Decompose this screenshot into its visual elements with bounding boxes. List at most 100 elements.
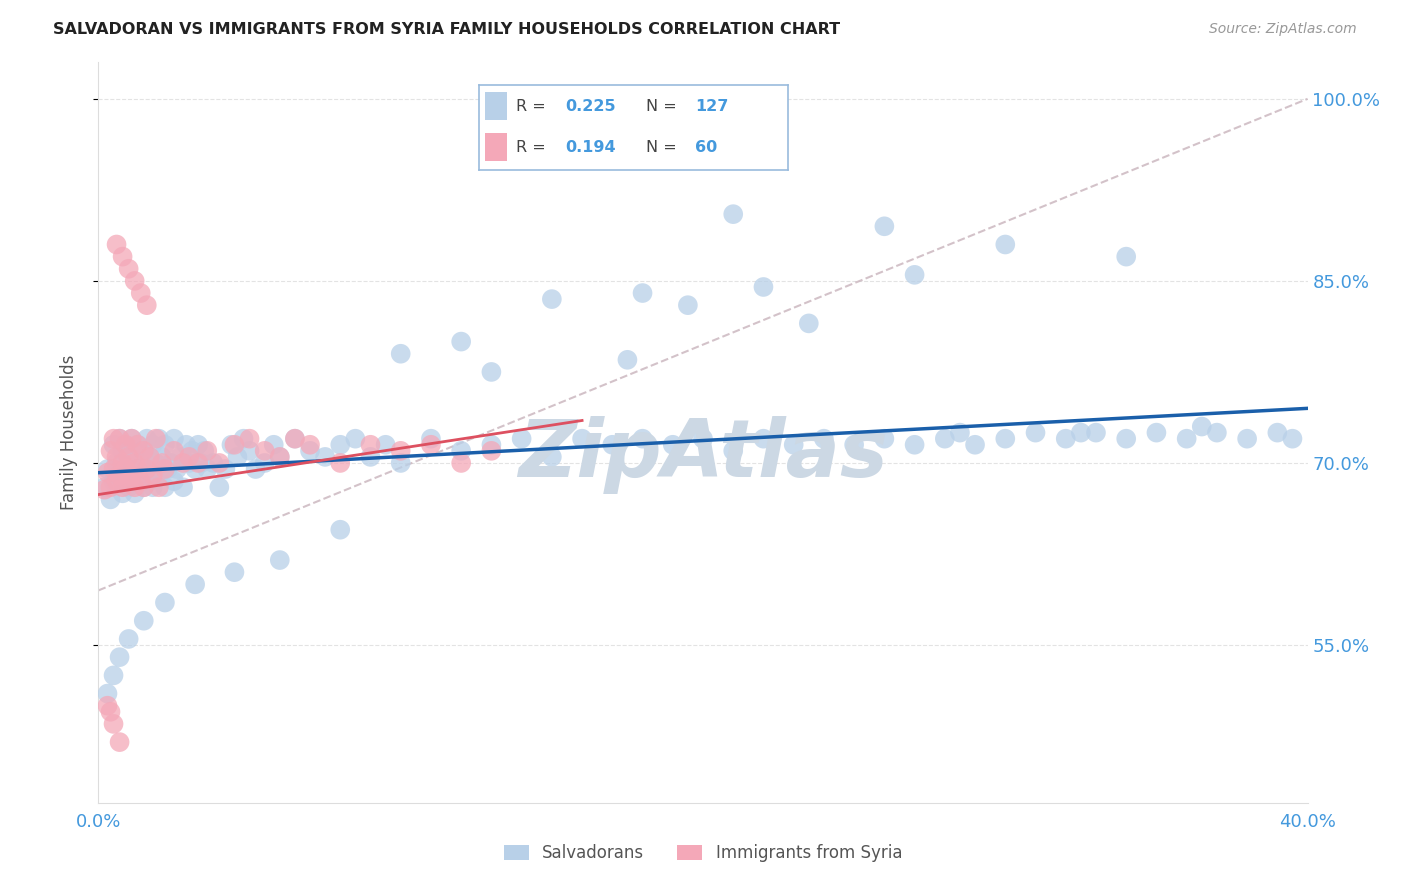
Point xyxy=(602,438,624,452)
Point xyxy=(153,480,176,494)
Point xyxy=(873,219,896,234)
Point xyxy=(1024,425,1046,440)
Point xyxy=(187,456,209,470)
Point xyxy=(127,462,149,476)
Point xyxy=(873,432,896,446)
Point xyxy=(118,450,141,464)
Point xyxy=(96,462,118,476)
Point xyxy=(783,438,806,452)
Point xyxy=(389,456,412,470)
Point xyxy=(150,450,173,464)
Point xyxy=(360,438,382,452)
Point xyxy=(239,432,262,446)
Point xyxy=(1115,250,1137,264)
Point xyxy=(692,432,714,446)
Point xyxy=(93,483,115,497)
Point xyxy=(269,553,291,567)
Point xyxy=(124,456,146,470)
Point xyxy=(153,438,176,452)
Point xyxy=(108,468,131,483)
Point xyxy=(139,450,162,464)
Point xyxy=(193,443,215,458)
Point xyxy=(1115,432,1137,446)
Point xyxy=(121,432,143,446)
Point xyxy=(174,438,197,452)
Point xyxy=(127,462,149,476)
Point xyxy=(181,443,204,458)
Point xyxy=(108,468,131,483)
Point xyxy=(96,698,118,713)
Point xyxy=(124,486,146,500)
Point xyxy=(114,462,136,476)
Point xyxy=(160,456,183,470)
Point xyxy=(105,450,128,464)
Text: Source: ZipAtlas.com: Source: ZipAtlas.com xyxy=(1209,22,1357,37)
Point xyxy=(329,523,352,537)
Point xyxy=(723,443,745,458)
Point xyxy=(111,486,134,500)
Point xyxy=(127,438,149,452)
Point xyxy=(132,480,155,494)
Point xyxy=(965,438,987,452)
Point xyxy=(994,237,1017,252)
Point xyxy=(195,443,218,458)
Point xyxy=(118,480,141,494)
Point xyxy=(389,443,412,458)
Point xyxy=(142,480,165,494)
Point xyxy=(904,268,927,282)
Point xyxy=(156,462,179,476)
Point xyxy=(135,298,157,312)
Point xyxy=(96,466,118,480)
Point xyxy=(145,456,167,470)
Point xyxy=(616,352,638,367)
Point xyxy=(1054,432,1077,446)
Point xyxy=(450,334,472,349)
Point xyxy=(904,438,927,452)
Point xyxy=(450,443,472,458)
Point xyxy=(150,456,173,470)
Point xyxy=(129,286,152,301)
Point xyxy=(1175,432,1198,446)
Point xyxy=(118,474,141,488)
Point xyxy=(190,456,212,470)
Point xyxy=(111,250,134,264)
Point xyxy=(481,365,503,379)
Point xyxy=(179,456,201,470)
Point xyxy=(103,438,125,452)
Point xyxy=(124,274,146,288)
Point xyxy=(239,443,262,458)
Point xyxy=(105,474,128,488)
Point xyxy=(723,207,745,221)
Point xyxy=(139,474,162,488)
Point xyxy=(96,687,118,701)
Point xyxy=(208,456,231,470)
Point xyxy=(114,462,136,476)
Point xyxy=(118,450,141,464)
Point xyxy=(329,456,352,470)
Point xyxy=(813,432,835,446)
Point xyxy=(481,438,503,452)
Point xyxy=(135,462,157,476)
Point xyxy=(166,462,188,476)
Point xyxy=(163,474,186,488)
Point xyxy=(103,432,125,446)
Point xyxy=(994,432,1017,446)
Point xyxy=(540,292,562,306)
Point xyxy=(148,480,170,494)
Point xyxy=(949,425,972,440)
Point xyxy=(179,450,201,464)
Point xyxy=(284,432,307,446)
Point xyxy=(114,438,136,452)
Point xyxy=(1144,425,1167,440)
Point xyxy=(224,438,246,452)
Point xyxy=(1191,419,1213,434)
Point xyxy=(481,443,503,458)
Point xyxy=(389,347,412,361)
Point xyxy=(450,456,472,470)
Point xyxy=(1085,425,1108,440)
Text: SALVADORAN VS IMMIGRANTS FROM SYRIA FAMILY HOUSEHOLDS CORRELATION CHART: SALVADORAN VS IMMIGRANTS FROM SYRIA FAMI… xyxy=(53,22,841,37)
Point xyxy=(344,432,367,446)
Point xyxy=(329,438,352,452)
Point xyxy=(108,735,131,749)
Point xyxy=(111,443,134,458)
